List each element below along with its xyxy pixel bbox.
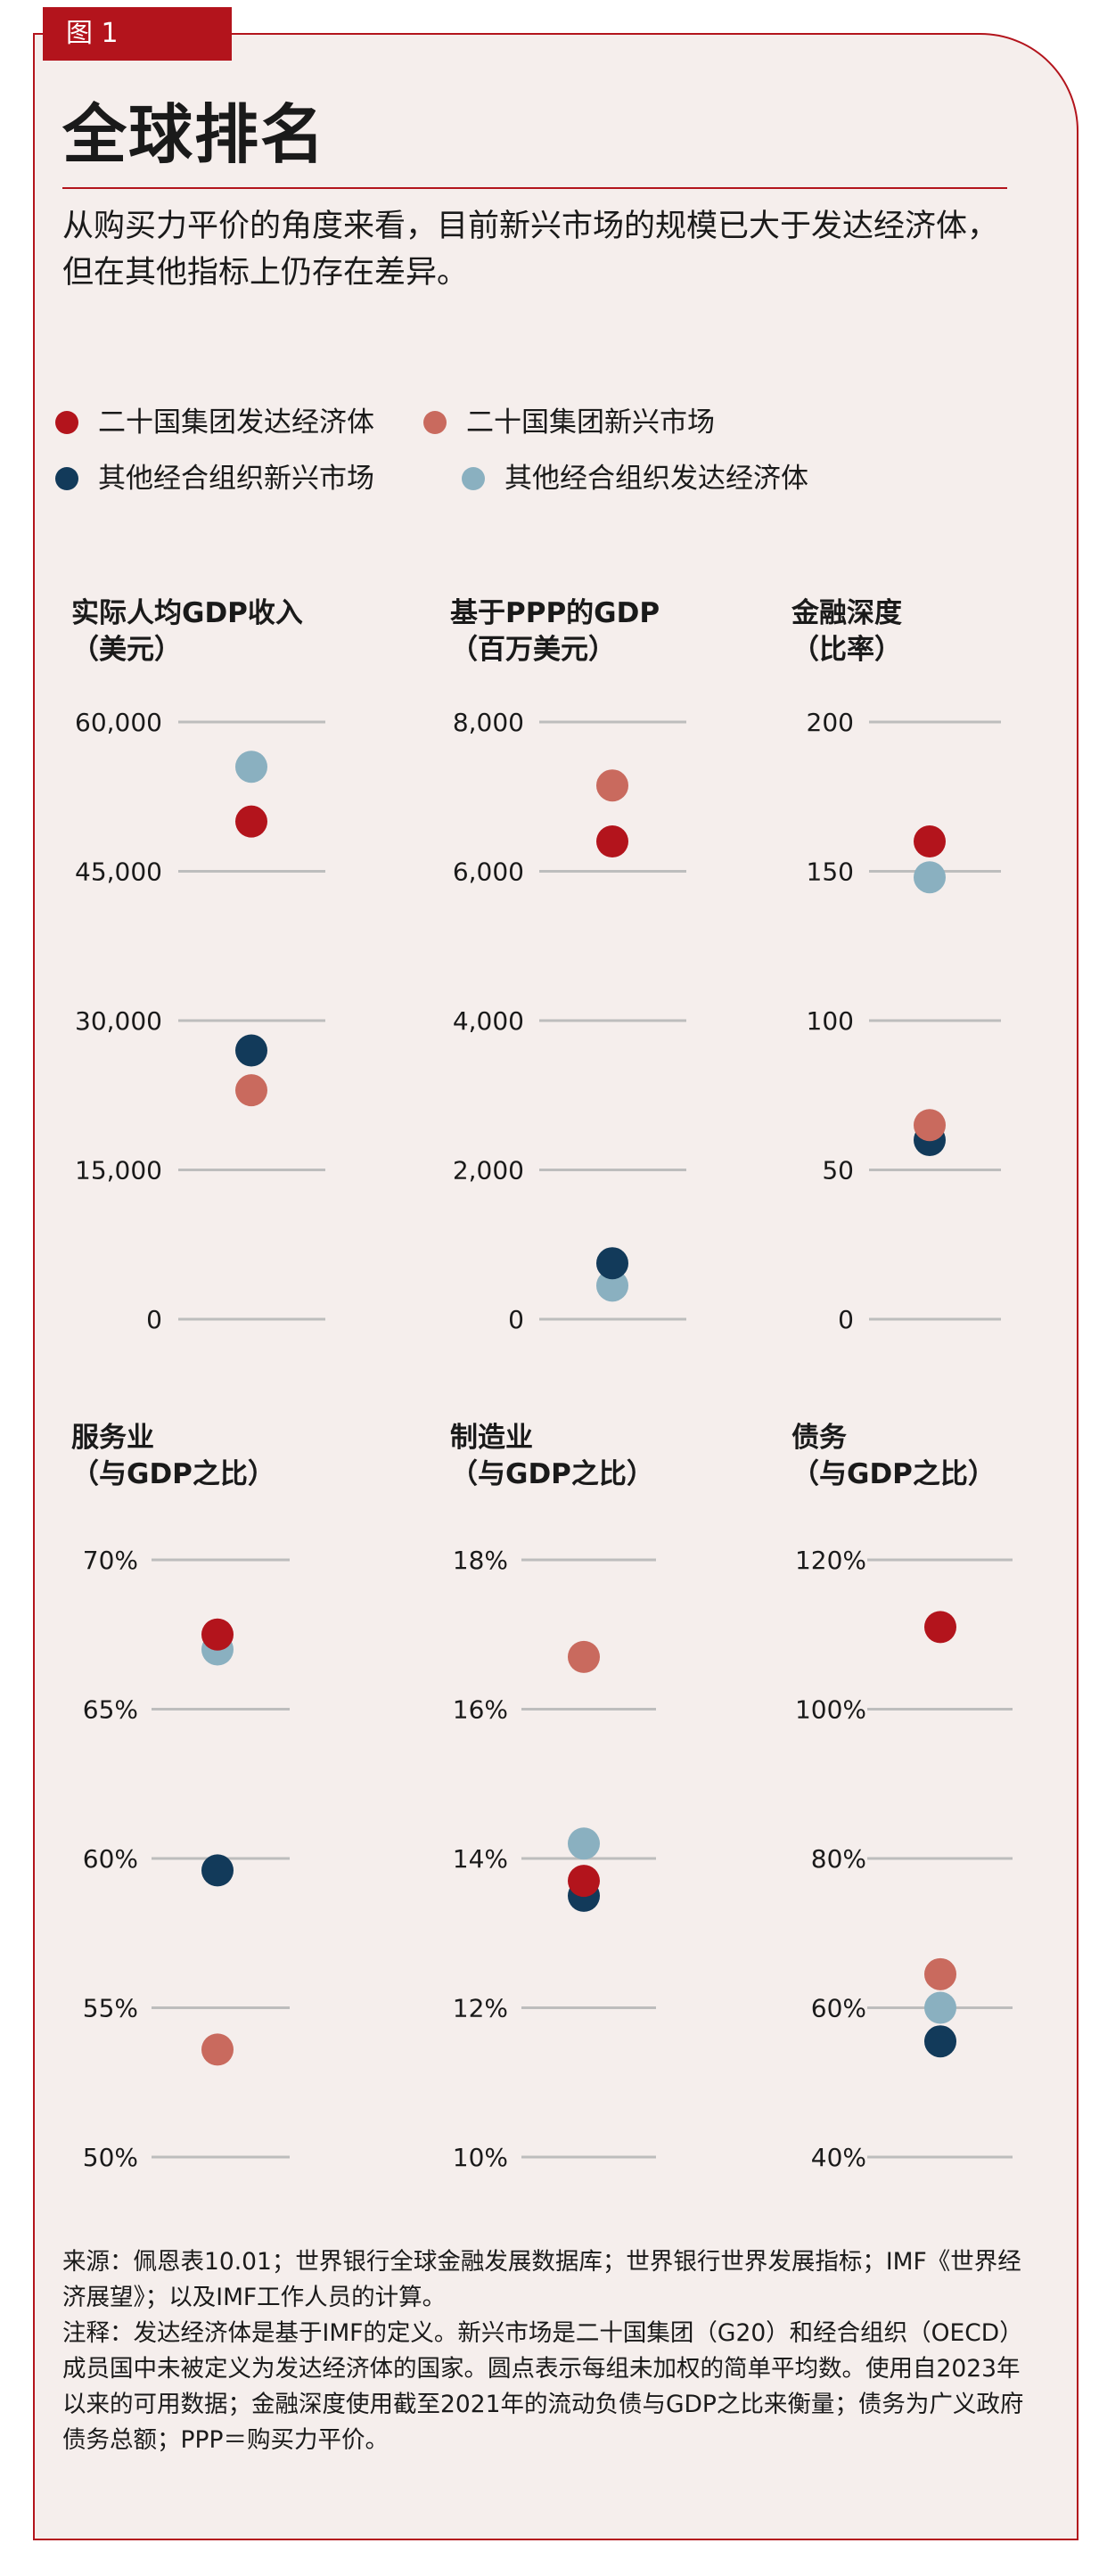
tick-label: 14%: [453, 1844, 508, 1874]
legend-label: 二十国集团新兴市场: [466, 406, 715, 439]
data-point: [235, 751, 267, 783]
data-point: [914, 825, 946, 857]
tick-label: 4,000: [453, 1006, 524, 1036]
tick-label: 60%: [811, 1994, 866, 2023]
tick-label: 55%: [83, 1994, 138, 2023]
data-point: [201, 1618, 234, 1651]
panel-title: 基于PPP的GDP: [450, 597, 660, 629]
data-point: [596, 1247, 628, 1280]
tick-label: 2,000: [453, 1156, 524, 1185]
tick-label: 16%: [453, 1695, 508, 1725]
data-point: [235, 1074, 267, 1107]
tick-label: 60%: [83, 1844, 138, 1874]
legend-item: 二十国集团新兴市场: [423, 405, 715, 440]
figure-title: 全球排名: [62, 97, 327, 172]
figure-frame: [33, 33, 1078, 2540]
legend-item: 其他经合组织新兴市场: [55, 461, 374, 496]
data-point: [924, 1957, 956, 1990]
definition-note: 注释：发达经济体是基于IMF的定义。新兴市场是二十国集团（G20）和经合组织（O…: [62, 2319, 1024, 2454]
data-point: [568, 1827, 600, 1860]
data-point: [924, 1991, 956, 2024]
data-point: [568, 1640, 600, 1673]
panel-unit-label: （百万美元）: [450, 634, 616, 666]
panel-unit-label: （与GDP之比）: [450, 1458, 654, 1490]
tick-label: 8,000: [453, 708, 524, 737]
tick-label: 50%: [83, 2143, 138, 2172]
tick-label: 45,000: [75, 857, 162, 887]
tick-label: 15,000: [75, 1156, 162, 1185]
legend-dot: [423, 411, 447, 434]
data-point: [924, 2025, 956, 2058]
footnotes: 来源：佩恩表10.01；世界银行全球金融发展数据库；世界银行世界发展指标；IMF…: [62, 2244, 1043, 2458]
figure-tag: 图 1: [43, 7, 232, 61]
tick-label: 30,000: [75, 1006, 162, 1036]
data-point: [235, 1034, 267, 1067]
title-rule: [62, 187, 1007, 189]
tick-label: 200: [807, 708, 854, 737]
panel-unit-label: （与GDP之比）: [791, 1458, 996, 1490]
tick-label: 70%: [83, 1546, 138, 1575]
data-point: [596, 1269, 628, 1302]
tick-label: 0: [838, 1305, 854, 1334]
panel-title: 债务: [791, 1422, 847, 1454]
data-point: [914, 861, 946, 894]
panel-title: 制造业: [450, 1422, 533, 1454]
data-point: [924, 1611, 956, 1644]
panel-title: 金融深度: [791, 597, 902, 629]
legend-label: 其他经合组织发达经济体: [504, 463, 808, 495]
tick-label: 80%: [811, 1844, 866, 1874]
tick-label: 18%: [453, 1546, 508, 1575]
data-point: [568, 1865, 600, 1898]
tick-label: 50: [822, 1156, 854, 1185]
tick-label: 100%: [795, 1695, 866, 1725]
data-point: [201, 1854, 234, 1887]
data-point: [596, 769, 628, 802]
tick-label: 0: [508, 1305, 524, 1334]
panel-unit-label: （美元）: [71, 634, 182, 666]
legend-label: 其他经合组织新兴市场: [98, 463, 374, 495]
tick-label: 65%: [83, 1695, 138, 1725]
panel-title: 实际人均GDP收入: [71, 597, 303, 629]
legend-dot: [55, 467, 78, 490]
panel-unit-label: （比率）: [791, 634, 902, 666]
tick-label: 150: [807, 857, 854, 887]
tick-label: 0: [146, 1305, 162, 1334]
data-point: [201, 2033, 234, 2066]
legend-item: 二十国集团发达经济体: [55, 405, 374, 440]
legend-dot: [55, 411, 78, 434]
tick-label: 100: [807, 1006, 854, 1036]
tick-label: 12%: [453, 1994, 508, 2023]
legend-item: 其他经合组织发达经济体: [462, 461, 808, 496]
legend-label: 二十国集团发达经济体: [98, 406, 374, 439]
figure-subtitle: 从购买力平价的角度来看，目前新兴市场的规模已大于发达经济体，但在其他指标上仍存在…: [62, 209, 999, 291]
data-point: [235, 805, 267, 838]
tick-label: 60,000: [75, 708, 162, 737]
tick-label: 10%: [453, 2143, 508, 2172]
panel-unit-label: （与GDP之比）: [71, 1458, 275, 1490]
data-point: [596, 825, 628, 857]
source-note: 来源：佩恩表10.01；世界银行全球金融发展数据库；世界银行世界发展指标；IMF…: [62, 2248, 1021, 2311]
tick-label: 120%: [795, 1546, 866, 1575]
tick-label: 6,000: [453, 857, 524, 887]
data-point: [914, 1109, 946, 1142]
panel-title: 服务业: [71, 1422, 154, 1454]
legend-dot: [462, 467, 485, 490]
tick-label: 40%: [811, 2143, 866, 2172]
